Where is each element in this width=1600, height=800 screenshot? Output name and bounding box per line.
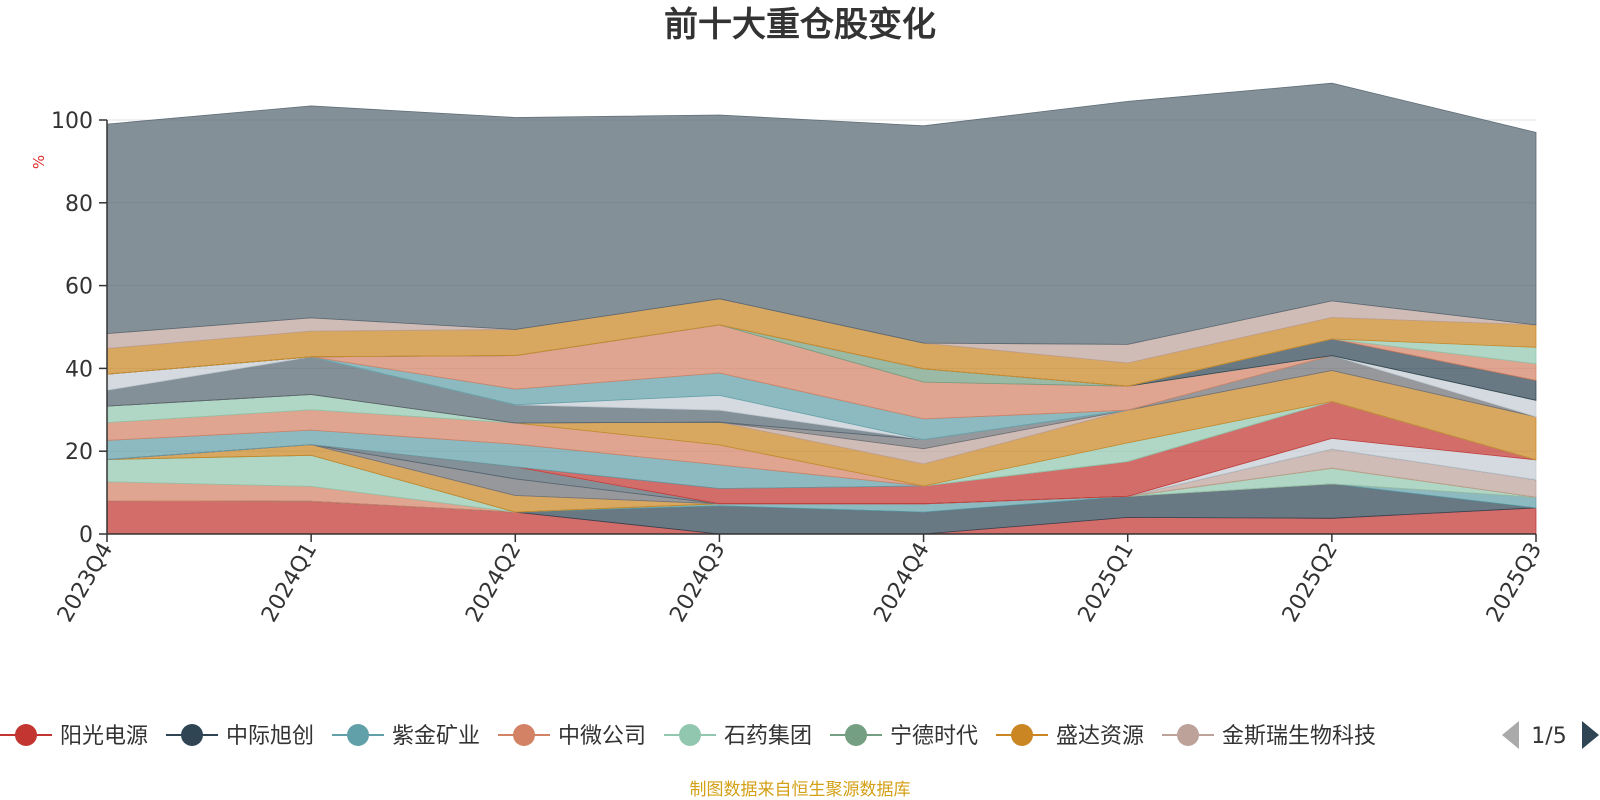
legend-item[interactable]: 金斯瑞生物科技 [1162, 724, 1376, 749]
x-axis-ticks: 2023Q4 2024Q1 2024Q2 2024Q3 2024Q4 2025Q1 2025… [53, 534, 1547, 627]
stacked-areas [106, 82, 1537, 535]
legend-item[interactable]: 宁德时代 [830, 724, 978, 749]
x-tick-label: 2023Q4 [53, 539, 118, 627]
x-tick-label: 2024Q1 [257, 539, 322, 627]
legend-page-indicator: 1/5 [1531, 724, 1566, 749]
legend-next-arrow-icon[interactable] [1582, 721, 1599, 749]
legend-label: 中微公司 [558, 724, 646, 749]
legend-label: 金斯瑞生物科技 [1222, 724, 1376, 749]
legend-circle-icon [1011, 724, 1034, 746]
legend-label: 宁德时代 [890, 724, 978, 749]
y-tick-label: 40 [65, 357, 93, 382]
y-axis-ticks: 0 20 40 60 80 100 [51, 109, 107, 548]
y-tick-label: 0 [79, 523, 93, 548]
legend-label: 紫金矿业 [392, 724, 480, 749]
legend-circle-icon [679, 724, 702, 746]
y-tick-label: 60 [65, 275, 93, 300]
x-tick-label: 2024Q4 [869, 539, 934, 627]
legend-item[interactable]: 阳光电源 [0, 724, 148, 749]
chart-title: 前十大重仓股变化 [664, 5, 936, 45]
x-tick-label: 2025Q2 [1278, 539, 1343, 627]
y-tick-label: 100 [51, 109, 93, 134]
legend-circle-icon [15, 724, 37, 746]
legend[interactable]: 阳光电源 中际旭创 紫金矿业 中微公司 石药集团 宁德时代 盛达资源 金斯瑞生物科技 [0, 724, 1376, 749]
legend-circle-icon [513, 724, 536, 746]
legend-item[interactable]: 中微公司 [498, 724, 646, 749]
legend-label: 阳光电源 [60, 724, 148, 749]
series-area-其他U[interactable] [106, 82, 1537, 345]
data-source-footer: 制图数据来自恒生聚源数据库 [690, 780, 911, 800]
legend-item[interactable]: 盛达资源 [996, 724, 1144, 749]
legend-label: 石药集团 [724, 724, 812, 749]
x-tick-label: 2024Q2 [461, 539, 526, 627]
legend-circle-icon [1177, 724, 1200, 746]
legend-label: 盛达资源 [1056, 724, 1144, 749]
legend-item[interactable]: 石药集团 [664, 724, 812, 749]
legend-label: 中际旭创 [226, 724, 314, 749]
legend-item[interactable]: 紫金矿业 [332, 724, 480, 749]
legend-item[interactable]: 中际旭创 [166, 724, 314, 749]
y-tick-label: 20 [65, 440, 93, 465]
axes [106, 120, 1536, 535]
y-tick-label: 80 [65, 192, 93, 217]
legend-circle-icon [181, 724, 204, 746]
legend-pager: 1/5 [1502, 721, 1599, 749]
x-tick-label: 2025Q1 [1074, 539, 1139, 627]
x-tick-label: 2024Q3 [665, 539, 730, 627]
x-tick-label: 2025Q3 [1482, 539, 1547, 627]
y-axis-unit: % [30, 155, 48, 169]
legend-circle-icon [347, 724, 370, 746]
legend-prev-arrow-icon[interactable] [1502, 721, 1519, 749]
legend-circle-icon [845, 724, 868, 746]
